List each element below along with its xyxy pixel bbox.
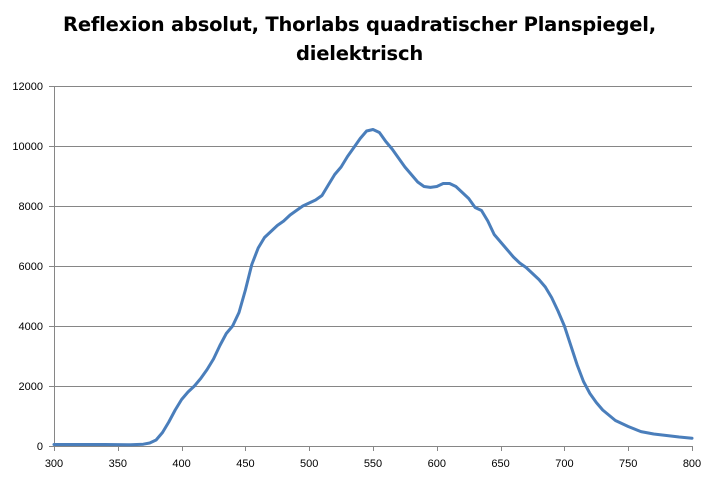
- x-tick-label: 750: [619, 458, 637, 470]
- tick-labels: 0 2000 4000 6000 8000 10000 12000 300 350 400 450 5…: [12, 81, 701, 470]
- x-tick-label: 700: [555, 458, 573, 470]
- x-tick-label: 400: [172, 458, 190, 470]
- chart-title-line-1: Reflexion absolut, Thorlabs quadratische…: [63, 13, 656, 36]
- series-line-0: [52, 128, 694, 447]
- y-tick-label: 12000: [12, 81, 43, 93]
- x-tick-label: 650: [491, 458, 509, 470]
- y-tick-label: 0: [37, 441, 43, 453]
- x-tick-label: 550: [364, 458, 382, 470]
- y-tick-label: 4000: [19, 321, 43, 333]
- x-tick-label: 800: [683, 458, 701, 470]
- axes: [49, 86, 693, 451]
- chart-title-line-2: dielektrisch: [295, 42, 424, 65]
- y-tick-label: 6000: [19, 261, 43, 273]
- x-tick-label: 600: [428, 458, 446, 470]
- y-tick-label: 10000: [12, 141, 43, 153]
- y-tick-label: 2000: [19, 381, 43, 393]
- series-layer: [52, 128, 694, 447]
- x-tick-label: 500: [300, 458, 318, 470]
- gridlines: [54, 86, 692, 387]
- x-tick-label: 300: [45, 458, 63, 470]
- chart-title: Reflexion absolut, Thorlabs quadratische…: [0, 10, 719, 68]
- x-tick-label: 350: [109, 458, 127, 470]
- y-tick-label: 8000: [19, 201, 43, 213]
- x-tick-label: 450: [236, 458, 254, 470]
